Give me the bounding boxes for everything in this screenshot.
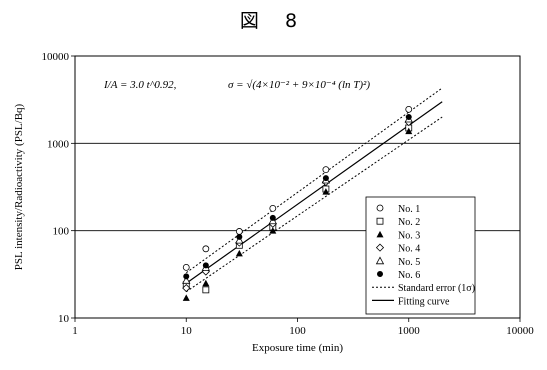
fit-formula: I/A = 3.0 t^0.92, bbox=[103, 79, 177, 91]
y-tick-label: 10000 bbox=[42, 51, 70, 63]
data-point bbox=[405, 127, 413, 135]
sigma-formula: σ = √(4×10⁻² + 9×10⁻⁴ (ln T)²) bbox=[228, 79, 370, 91]
legend-marker bbox=[375, 256, 385, 265]
data-point bbox=[202, 286, 210, 294]
data-point bbox=[235, 249, 243, 257]
data-point bbox=[405, 114, 412, 121]
data-point bbox=[322, 188, 330, 195]
legend-label: No. 5 bbox=[398, 257, 420, 268]
legend-label: No. 3 bbox=[398, 230, 420, 241]
legend-label: No. 4 bbox=[398, 244, 420, 255]
x-tick-label: 1 bbox=[72, 325, 78, 337]
fitting-curve-line bbox=[185, 101, 443, 284]
y-tick-label: 10 bbox=[58, 313, 70, 325]
data-point bbox=[202, 262, 209, 269]
data-point bbox=[235, 235, 244, 244]
series-3 bbox=[182, 127, 413, 301]
standard-error-line bbox=[186, 87, 443, 274]
data-point bbox=[202, 245, 210, 253]
y-tick-label: 1000 bbox=[47, 138, 70, 150]
x-tick-label: 10 bbox=[181, 325, 193, 337]
legend-label: No. 6 bbox=[398, 270, 420, 281]
legend-label: Fitting curve bbox=[398, 296, 450, 307]
data-point bbox=[182, 294, 190, 301]
legend: No. 1 No. 2 No. 3 No. 4 No. 5 No. 6 Standard e… bbox=[365, 196, 476, 315]
data-point bbox=[236, 233, 243, 240]
x-axis-title: Exposure time (min) bbox=[252, 342, 343, 354]
figure-title: 図 8 bbox=[239, 10, 308, 32]
data-point bbox=[182, 275, 191, 284]
formula: I/A = 3.0 t^0.92, σ = √(4×10⁻² + 9×10⁻⁴ … bbox=[103, 79, 370, 91]
x-tick-label: 10000 bbox=[506, 325, 534, 337]
data-point bbox=[269, 214, 276, 221]
data-point bbox=[202, 279, 210, 287]
legend-label: Standard error (1σ) bbox=[398, 283, 475, 294]
data-point bbox=[235, 228, 243, 235]
legend-box bbox=[365, 196, 476, 315]
data-point bbox=[269, 204, 277, 212]
data-point bbox=[182, 284, 191, 293]
legend-marker bbox=[376, 204, 384, 212]
legend-marker bbox=[375, 243, 385, 252]
legend-marker bbox=[377, 271, 383, 277]
series-6 bbox=[183, 114, 412, 280]
data-point bbox=[322, 166, 330, 174]
legend-marker bbox=[376, 217, 384, 225]
data-point bbox=[322, 175, 329, 182]
x-tick-label: 1000 bbox=[398, 325, 421, 337]
data-point bbox=[269, 227, 277, 234]
y-axis-title: PSL intensity/Radioactivity (PSL/Bq) bbox=[13, 103, 25, 270]
legend-marker bbox=[376, 230, 384, 238]
legend-label: No. 2 bbox=[398, 217, 420, 228]
legend-label: No. 1 bbox=[398, 204, 420, 215]
y-tick-label: 100 bbox=[53, 226, 70, 238]
data-point bbox=[405, 105, 413, 113]
data-point bbox=[183, 273, 190, 280]
x-tick-label: 100 bbox=[289, 325, 306, 337]
data-point bbox=[182, 263, 190, 271]
